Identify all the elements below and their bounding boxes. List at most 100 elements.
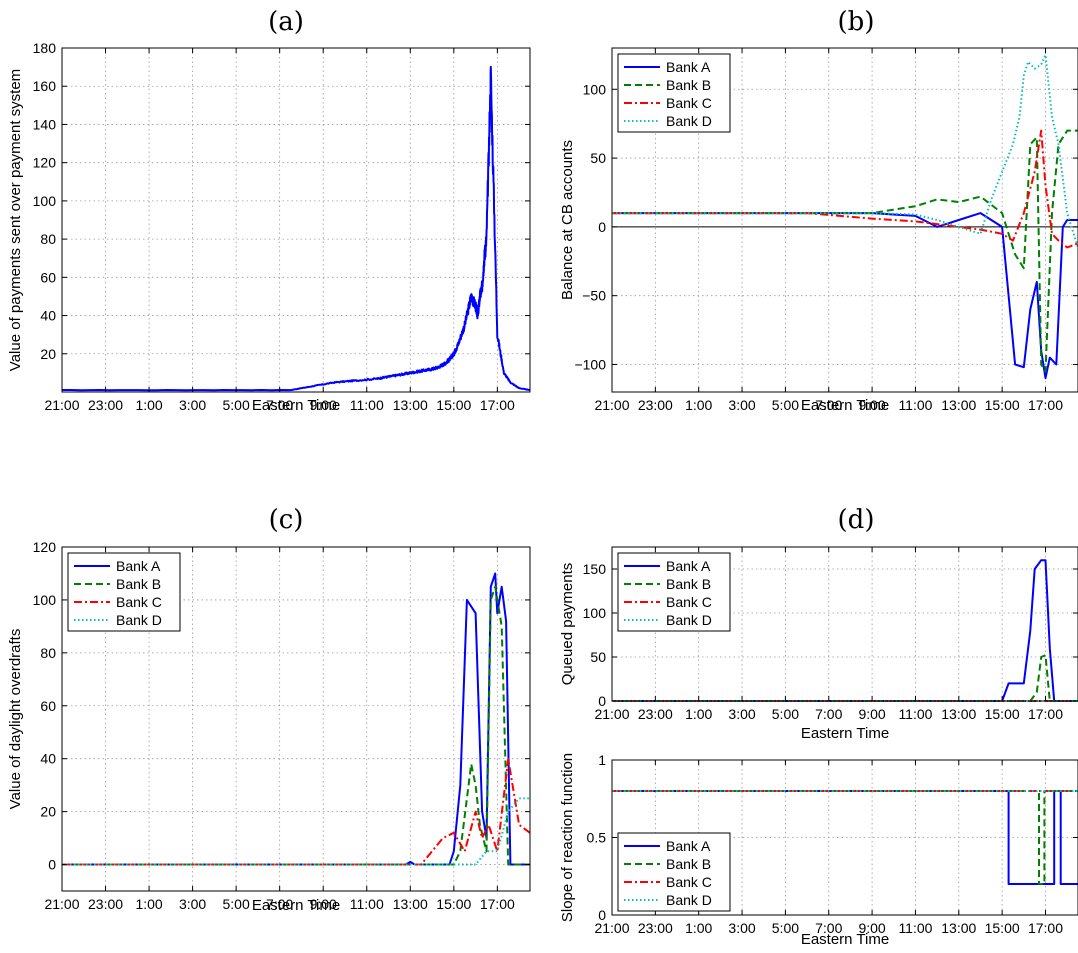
x-tick-label: 7:00 xyxy=(815,397,842,413)
x-tick-label: 17:00 xyxy=(1028,706,1063,722)
series-line-bank-a xyxy=(612,790,1078,885)
y-axis-label: Slope of reaction function xyxy=(559,753,576,922)
y-tick-label: −100 xyxy=(574,356,606,372)
x-tick-label: 9:00 xyxy=(858,397,885,413)
legend-label: Bank D xyxy=(116,612,162,628)
legend-label: Bank A xyxy=(666,838,711,854)
legend-label: Bank D xyxy=(666,612,712,628)
y-tick-label: 1 xyxy=(598,752,606,768)
x-tick-label: 21:00 xyxy=(594,706,629,722)
x-axis-label: Eastern Time xyxy=(252,397,340,414)
chart-panel-c: (c) 21:00 23:00 1:00 3:00 5:00 7:00 9:00 11:00 13… xyxy=(7,505,531,914)
x-tick-label: 7:00 xyxy=(266,896,293,912)
chart-panel-a: (a) 21:00 23:00 1:00 3:00 5:00 7:00 9:00 11:00 13… xyxy=(7,7,531,414)
x-tick-label: 5:00 xyxy=(772,706,799,722)
y-axis-label: Value of daylight overdrafts xyxy=(7,629,24,810)
x-tick-label: 3:00 xyxy=(179,397,206,413)
y-tick-label: 0.5 xyxy=(587,830,607,846)
x-tick-label: 7:00 xyxy=(266,397,293,413)
legend-label: Bank D xyxy=(666,113,712,129)
y-axis-label: Queued payments xyxy=(559,563,576,686)
x-tick-label: 9:00 xyxy=(858,706,885,722)
x-tick-label: 13:00 xyxy=(941,397,976,413)
legend-label: Bank C xyxy=(116,594,162,610)
x-tick-label: 21:00 xyxy=(44,896,79,912)
x-tick-label: 23:00 xyxy=(638,706,673,722)
x-tick-label: 3:00 xyxy=(179,896,206,912)
x-tick-label: 1:00 xyxy=(685,706,712,722)
x-tick-label: 13:00 xyxy=(393,896,428,912)
legend-label: Bank A xyxy=(116,558,161,574)
plot-frame xyxy=(61,47,531,393)
series-line-bank-a xyxy=(612,559,1078,702)
y-tick-label: 40 xyxy=(40,751,56,767)
plot-frame xyxy=(611,47,1078,393)
x-tick-label: 9:00 xyxy=(858,920,885,936)
x-tick-label: 9:00 xyxy=(310,896,337,912)
y-tick-label: 100 xyxy=(583,81,607,97)
y-tick-label: 100 xyxy=(33,193,57,209)
y-tick-label: 50 xyxy=(590,649,606,665)
x-tick-label: 5:00 xyxy=(223,397,250,413)
series-line-bank-c xyxy=(62,757,531,866)
y-tick-label: 60 xyxy=(40,698,56,714)
x-tick-label: 23:00 xyxy=(638,397,673,413)
legend: Bank A Bank B Bank C Bank D xyxy=(617,552,731,632)
panel-label: (c) xyxy=(269,505,304,535)
x-tick-label: 1:00 xyxy=(685,920,712,936)
panel-label: (b) xyxy=(838,7,875,37)
x-tick-label: 3:00 xyxy=(728,920,755,936)
y-tick-label: 140 xyxy=(33,116,57,132)
chart-panel-d-top: (d) 21:00 23:00 1:00 3:00 5:00 7:00 9:00 11:00 13… xyxy=(559,505,1078,742)
x-tick-label: 17:00 xyxy=(480,397,515,413)
legend-label: Bank A xyxy=(666,59,711,75)
y-tick-label: 120 xyxy=(33,155,57,171)
x-tick-label: 5:00 xyxy=(772,397,799,413)
legend-label: Bank B xyxy=(666,856,711,872)
x-tick-label: 15:00 xyxy=(985,706,1020,722)
plot-frame xyxy=(61,546,531,892)
y-tick-label: 150 xyxy=(583,561,607,577)
y-tick-label: −50 xyxy=(582,288,606,304)
legend-label: Bank C xyxy=(666,594,712,610)
x-tick-label: 11:00 xyxy=(350,397,384,413)
legend-label: Bank B xyxy=(666,576,711,592)
x-tick-label: 13:00 xyxy=(393,397,428,413)
legend-label: Bank A xyxy=(666,558,711,574)
x-tick-label: 11:00 xyxy=(898,706,932,722)
x-tick-label: 1:00 xyxy=(685,397,712,413)
x-tick-label: 11:00 xyxy=(898,920,932,936)
legend-label: Bank B xyxy=(116,576,161,592)
series-line-bank-d xyxy=(62,797,530,866)
series-line-bank-b xyxy=(62,585,530,866)
y-tick-label: 20 xyxy=(40,346,56,362)
y-tick-label: 0 xyxy=(48,857,56,873)
x-tick-label: 21:00 xyxy=(44,397,79,413)
x-tick-label: 21:00 xyxy=(594,920,629,936)
legend-label: Bank D xyxy=(666,892,712,908)
x-tick-label: 5:00 xyxy=(772,920,799,936)
y-tick-label: 40 xyxy=(40,308,56,324)
x-axis-label: Eastern Time xyxy=(801,931,889,948)
x-tick-label: 7:00 xyxy=(815,920,842,936)
x-tick-label: 3:00 xyxy=(728,397,755,413)
panel-label: (a) xyxy=(268,7,304,37)
x-tick-label: 1:00 xyxy=(135,397,162,413)
y-tick-label: 100 xyxy=(583,605,607,621)
x-tick-label: 11:00 xyxy=(350,896,384,912)
x-tick-label: 9:00 xyxy=(310,397,337,413)
series-line-bank-a xyxy=(612,212,1078,380)
y-tick-label: 160 xyxy=(33,78,57,94)
y-axis-label: Value of payments sent over payment syst… xyxy=(7,69,24,371)
plot-frame xyxy=(611,546,1078,702)
x-tick-label: 23:00 xyxy=(638,920,673,936)
y-axis-label: Balance at CB accounts xyxy=(559,140,576,300)
chart-panel-d-bottom: 21:00 23:00 1:00 3:00 5:00 7:00 9:00 11:00 13:00… xyxy=(559,752,1078,948)
legend-label: Bank B xyxy=(666,77,711,93)
x-tick-label: 13:00 xyxy=(941,706,976,722)
y-tick-label: 50 xyxy=(590,150,606,166)
x-tick-label: 15:00 xyxy=(985,920,1020,936)
series-line-bank-b xyxy=(612,654,1078,702)
x-tick-label: 13:00 xyxy=(941,920,976,936)
